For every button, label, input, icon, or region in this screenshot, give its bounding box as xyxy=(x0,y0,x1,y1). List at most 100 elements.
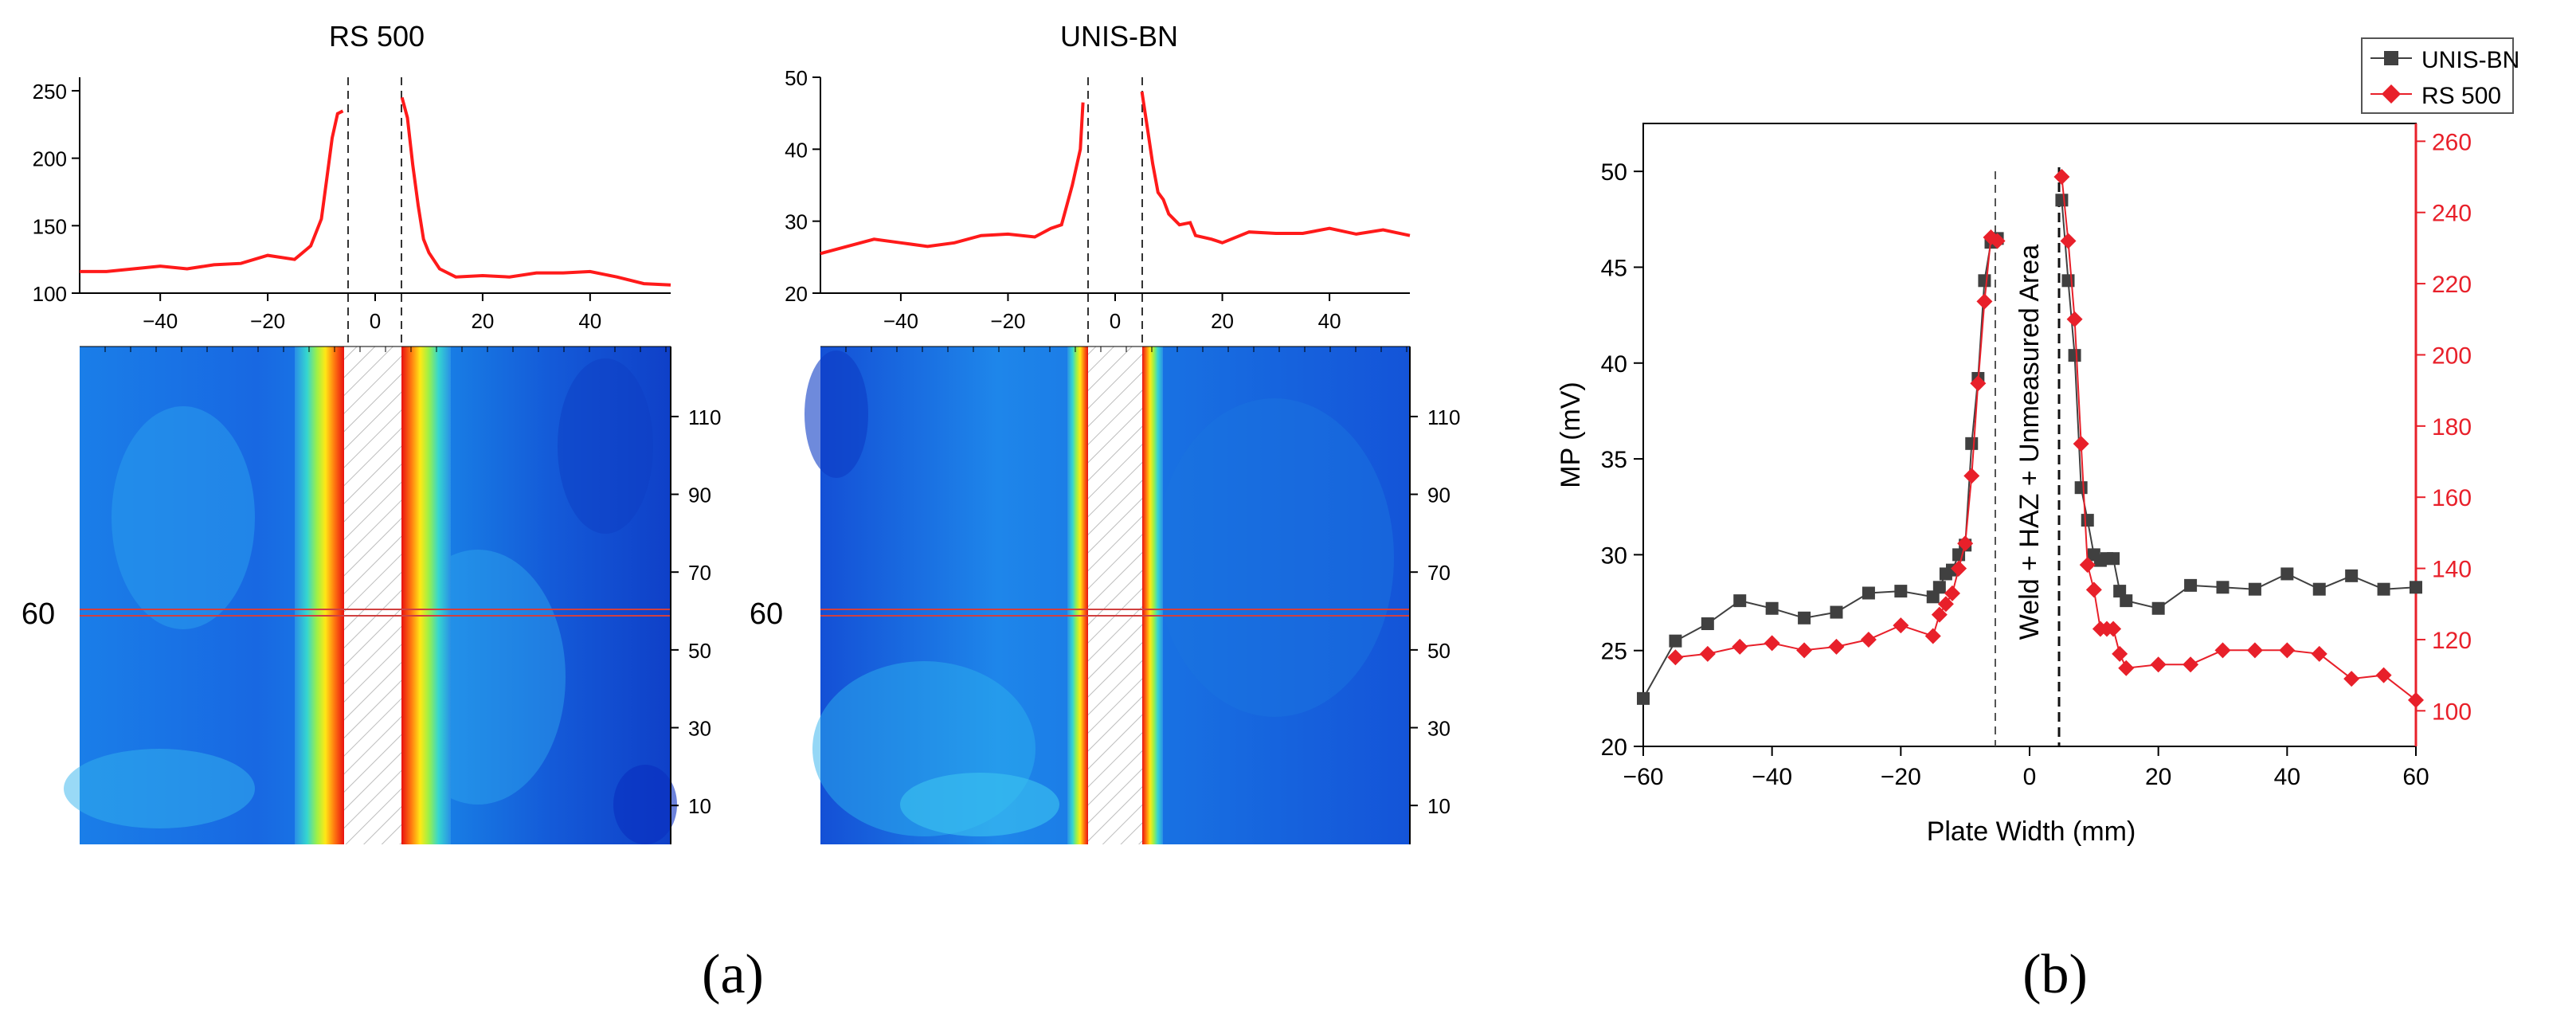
rs500-title: RS 500 xyxy=(329,20,425,53)
x-tick-label: −60 xyxy=(1623,764,1664,790)
y2-tick-label: 260 xyxy=(2432,129,2472,155)
x-tick-label: −20 xyxy=(990,309,1025,333)
unis-bn-point xyxy=(2061,274,2075,288)
unis-title: UNIS-BN xyxy=(1060,20,1178,53)
rs500-point xyxy=(2246,642,2263,659)
heat-y-tick-label: 10 xyxy=(1427,794,1450,818)
y2-tick-label: 180 xyxy=(2432,414,2472,441)
unis-bn-point xyxy=(1894,585,1908,598)
y-tick-label: 35 xyxy=(1601,447,1627,473)
y-tick-label: 50 xyxy=(785,66,808,90)
unis-bn-point xyxy=(2216,581,2230,594)
y2-tick-label: 100 xyxy=(2432,699,2472,725)
y2-tick-label: 160 xyxy=(2432,485,2472,511)
unis-bn-point xyxy=(2113,585,2127,598)
weld-annotation: Weld + HAZ + Unmeasured Area xyxy=(2014,245,2045,640)
rs-500-line xyxy=(2061,176,2417,701)
panel-b-label: (b) xyxy=(2022,944,2088,1005)
rs500-point xyxy=(1937,596,1954,613)
x-tick-label: −20 xyxy=(250,309,285,333)
y-tick-label: 25 xyxy=(1601,639,1627,665)
heat-y-tick-label: 70 xyxy=(1427,561,1450,585)
rs500-point xyxy=(1667,649,1684,666)
rs500-point xyxy=(2060,233,2077,249)
rs500-point xyxy=(2085,581,2102,598)
x-tick-label: −40 xyxy=(883,309,918,333)
unis-bn-point xyxy=(2151,601,2165,615)
rs500-point xyxy=(2079,557,2096,574)
unis-bn-point xyxy=(2081,514,2094,527)
legend-unis-label: UNIS-BN xyxy=(2421,47,2519,73)
x-tick-label: 40 xyxy=(578,309,601,333)
unis-bn-point xyxy=(1830,605,1843,619)
legend-rs-marker xyxy=(2382,84,2401,104)
unis-bn-point xyxy=(1932,581,1946,594)
x-tick-label: −40 xyxy=(143,309,178,333)
unis-heatmap xyxy=(805,346,1411,844)
y-tick-label: 40 xyxy=(1601,351,1627,378)
rs500-point xyxy=(2118,660,2135,676)
unis-bn-point xyxy=(2068,349,2081,362)
rs500-point xyxy=(1989,233,2006,249)
legend-unis-marker xyxy=(2384,51,2398,65)
y-tick-label: 100 xyxy=(33,282,67,306)
unis-bn-point xyxy=(2184,578,2198,592)
unis-marker-label: 60 xyxy=(750,597,783,631)
rs500-point xyxy=(1764,635,1780,652)
rs500-point xyxy=(1951,560,1967,577)
y2-tick-label: 120 xyxy=(2432,628,2472,654)
unis-bn-point xyxy=(2280,567,2294,581)
rs500-point xyxy=(1976,293,1993,310)
rs500-point xyxy=(2214,642,2231,659)
heat-y-tick-label: 30 xyxy=(1427,717,1450,741)
unis-bn-point xyxy=(2377,582,2390,596)
heat-y-tick-label: 50 xyxy=(1427,639,1450,663)
y-tick-label: 150 xyxy=(33,214,67,238)
y-tick-label: 200 xyxy=(33,147,67,171)
rs500-point xyxy=(1963,468,1980,484)
y2-tick-label: 220 xyxy=(2432,272,2472,298)
unis-bn-line xyxy=(1642,237,1999,699)
unis-bn-point xyxy=(2410,581,2422,594)
x-tick-label: −20 xyxy=(1881,764,1921,790)
rs500-point xyxy=(2408,691,2424,708)
x-tick-label: 20 xyxy=(471,309,494,333)
x-tick-label: 60 xyxy=(2402,764,2429,790)
heat-y-tick-label: 90 xyxy=(688,484,711,507)
rs500-point xyxy=(2053,169,2070,186)
unis-bn-point xyxy=(1765,601,1779,615)
unis-bn-point xyxy=(1978,274,1991,288)
unis-bn-line xyxy=(2061,200,2417,609)
unis-bn-point xyxy=(1926,590,1940,604)
rs500-point xyxy=(2105,621,2122,637)
rs500-point xyxy=(1860,631,1877,648)
x-tick-label: −40 xyxy=(1752,764,1792,790)
y-tick-label: 30 xyxy=(1601,542,1627,569)
heat-y-tick-label: 50 xyxy=(688,639,711,663)
unis-bn-point xyxy=(2312,582,2326,596)
unis-bn-point xyxy=(2107,552,2120,566)
rs500-point xyxy=(1699,645,1716,662)
x-tick-label: 0 xyxy=(2023,764,2037,790)
rs500-point xyxy=(2183,656,2199,673)
rs500-point xyxy=(1944,585,1960,601)
rs500-heatmap xyxy=(64,346,677,844)
y-tick-label: 45 xyxy=(1601,255,1627,281)
unis-bn-point xyxy=(1862,586,1875,600)
y2-tick-label: 240 xyxy=(2432,201,2472,227)
unis-bn-point xyxy=(1637,691,1650,705)
heat-y-tick-label: 90 xyxy=(1427,484,1450,507)
y2-tick-label: 140 xyxy=(2432,557,2472,583)
unis-profile-left xyxy=(820,102,1085,256)
unis-bn-point xyxy=(2248,582,2261,596)
x-tick-label: 40 xyxy=(1318,309,1341,333)
legend-rs-label: RS 500 xyxy=(2421,83,2501,109)
y-tick-label: 40 xyxy=(785,138,808,162)
rs500-point xyxy=(2375,667,2392,683)
unis-bn-point xyxy=(1733,594,1747,608)
heat-y-tick-label: 10 xyxy=(688,794,711,818)
rs500-point xyxy=(1924,628,1941,644)
y-tick-label: 250 xyxy=(33,80,67,104)
panel-a-label: (a) xyxy=(702,944,764,1005)
x-tick-label: 20 xyxy=(2145,764,2171,790)
